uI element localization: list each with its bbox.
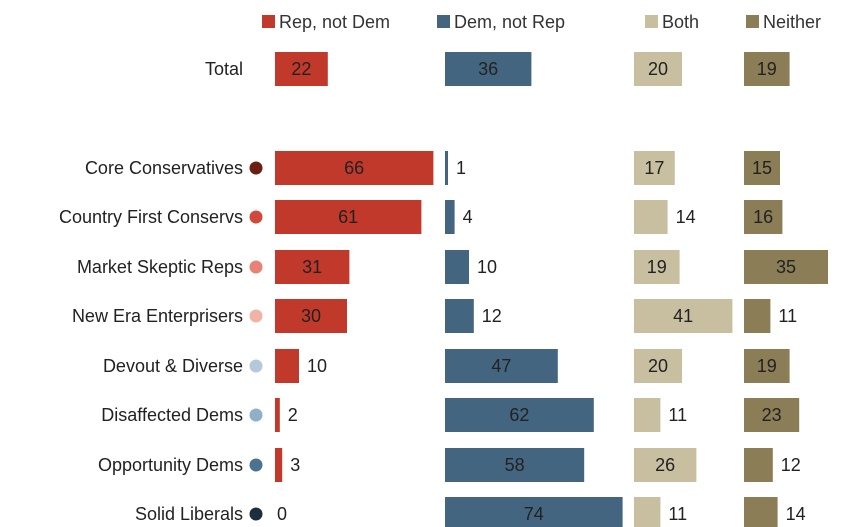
bar-value-label: 10 — [477, 257, 497, 277]
bar-value-label: 4 — [463, 207, 473, 227]
bar — [275, 200, 422, 234]
bar-value-label: 30 — [301, 306, 321, 326]
bar-value-label: 1 — [456, 158, 466, 178]
bar — [744, 398, 800, 432]
bar — [445, 448, 585, 482]
bar-value-label: 61 — [338, 207, 358, 227]
bar-value-label: 15 — [752, 158, 772, 178]
bar — [275, 151, 434, 185]
bar-value-label: 74 — [524, 504, 544, 524]
category-dot — [249, 359, 263, 373]
legend-label-1: Dem, not Rep — [454, 12, 565, 32]
bar — [744, 299, 771, 333]
bar-value-label: 22 — [291, 59, 311, 79]
bar — [634, 398, 661, 432]
bar — [445, 497, 623, 527]
legend-swatch-3 — [746, 15, 759, 28]
bar — [275, 448, 283, 482]
bar — [445, 151, 448, 185]
category-label: New Era Enterprisers — [72, 306, 243, 326]
bar — [445, 250, 469, 284]
bar — [275, 52, 328, 86]
bar — [634, 52, 682, 86]
bar-value-label: 26 — [655, 455, 675, 475]
bar-value-label: 19 — [647, 257, 667, 277]
bar-value-label: 36 — [478, 59, 498, 79]
bar-value-label: 31 — [302, 257, 322, 277]
bar-value-label: 0 — [277, 504, 287, 524]
bar — [744, 200, 783, 234]
bar-value-label: 10 — [307, 356, 327, 376]
category-label: Country First Conservs — [59, 207, 243, 227]
category-label: Opportunity Dems — [98, 455, 243, 475]
bar — [634, 200, 668, 234]
category-label: Market Skeptic Reps — [77, 257, 243, 277]
bar-value-label: 58 — [505, 455, 525, 475]
category-label: Core Conservatives — [85, 158, 243, 178]
bar-value-label: 14 — [676, 207, 696, 227]
category-dot — [249, 309, 263, 323]
bar-value-label: 62 — [509, 405, 529, 425]
bar-value-label: 11 — [668, 405, 687, 425]
bar — [634, 497, 661, 527]
legend-label-3: Neither — [763, 12, 821, 32]
bar-value-label: 41 — [673, 306, 693, 326]
legend-swatch-1 — [437, 15, 450, 28]
bar-value-label: 3 — [290, 455, 300, 475]
bar — [634, 250, 680, 284]
bar — [744, 448, 773, 482]
bar-value-label: 19 — [757, 356, 777, 376]
category-dot — [249, 161, 263, 175]
bar-value-label: 11 — [778, 306, 797, 326]
legend: Rep, not Dem Dem, not Rep Both Neither — [262, 12, 821, 32]
bar-value-label: 66 — [344, 158, 364, 178]
category-label: Total — [205, 59, 243, 79]
category-label: Solid Liberals — [135, 504, 243, 524]
bar-value-label: 47 — [491, 356, 511, 376]
category-dot — [249, 507, 263, 521]
legend-label-2: Both — [662, 12, 699, 32]
bar — [445, 299, 474, 333]
bar — [275, 299, 347, 333]
bar — [634, 448, 697, 482]
bar-value-label: 12 — [482, 306, 502, 326]
category-dot — [249, 260, 263, 274]
bar-value-label: 11 — [668, 504, 687, 524]
bar — [445, 200, 455, 234]
bar-value-label: 19 — [757, 59, 777, 79]
bar-value-label: 17 — [644, 158, 664, 178]
legend-swatch-0 — [262, 15, 275, 28]
bar-value-label: 2 — [288, 405, 298, 425]
bar-value-label: 20 — [648, 59, 668, 79]
category-dot — [249, 458, 263, 472]
category-label: Devout & Diverse — [103, 356, 243, 376]
bar — [275, 349, 299, 383]
bar — [445, 349, 558, 383]
bar-value-label: 14 — [786, 504, 806, 524]
legend-swatch-2 — [645, 15, 658, 28]
bar — [445, 398, 594, 432]
bar — [744, 52, 790, 86]
bar — [744, 151, 780, 185]
bar — [445, 52, 532, 86]
bar-value-label: 12 — [781, 455, 801, 475]
bar — [744, 349, 790, 383]
category-label: Disaffected Dems — [101, 405, 243, 425]
bar — [275, 250, 350, 284]
bar-value-label: 35 — [776, 257, 796, 277]
bar — [634, 349, 682, 383]
bar — [744, 497, 778, 527]
bar — [634, 151, 675, 185]
legend-label-0: Rep, not Dem — [279, 12, 390, 32]
bar-value-label: 16 — [753, 207, 773, 227]
bar — [275, 398, 280, 432]
category-dot — [249, 408, 263, 422]
category-dot — [249, 210, 263, 224]
bar — [744, 250, 828, 284]
bar — [634, 299, 733, 333]
bar-value-label: 20 — [648, 356, 668, 376]
bar-value-label: 23 — [762, 405, 782, 425]
